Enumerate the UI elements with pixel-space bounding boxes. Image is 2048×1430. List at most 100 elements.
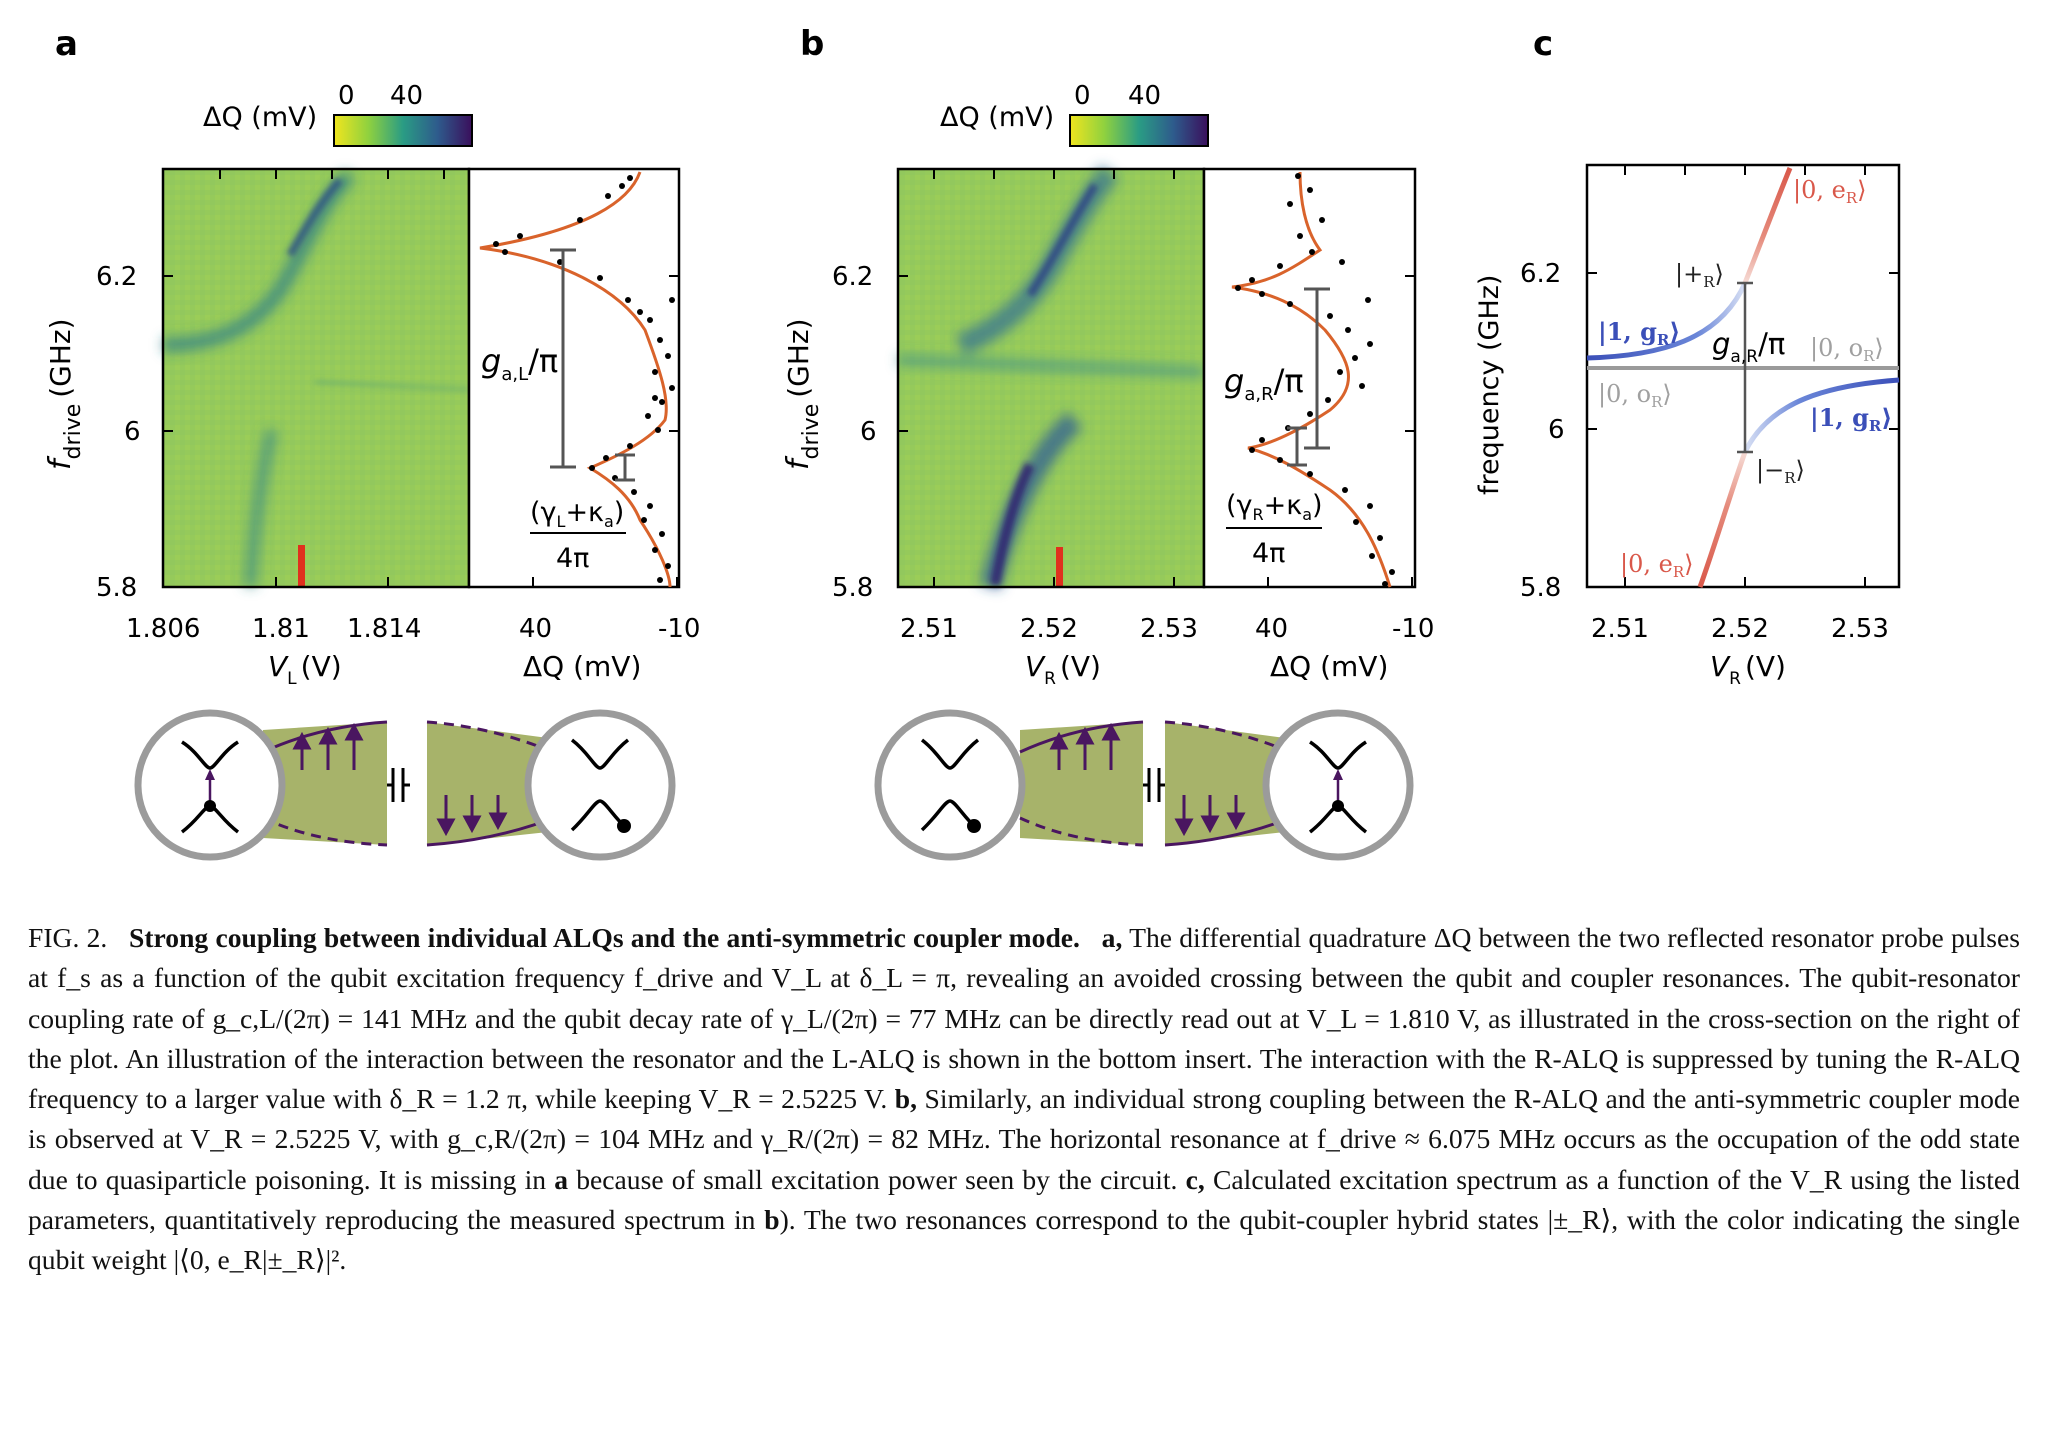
panel-a-cut-points [493, 175, 675, 583]
svg-text:ga,R/π: ga,R/π [1224, 362, 1304, 405]
caption-c-text-bold: b [764, 1204, 780, 1236]
panel-a-heatmap [163, 169, 469, 587]
panel-a-xlabel-sub: L [287, 669, 297, 689]
panel-a-colorbar-tick-0: 0 [338, 81, 355, 111]
panel-c-ylabel: frequency (GHz) [1474, 275, 1505, 495]
panel-c-upper-qubit [1742, 167, 1793, 284]
panel-c-label-o-right: |0, o [1810, 334, 1863, 363]
panel-c-ytick-6: 6 [1548, 415, 1565, 445]
panel-b-xlabel-sub: R [1044, 669, 1056, 689]
caption-a-text: The differential quadrature ΔQ between t… [28, 922, 2021, 1115]
panel-a-frac-sub2: a [604, 512, 614, 531]
panel-b-cut-xlabel: ΔQ (mV) [1270, 650, 1388, 683]
panel-c-label-g-left: |1, g [1598, 317, 1657, 346]
panel-c-label-o-right-sub: R [1863, 347, 1875, 365]
panel-a-ylabel-sub: drive [61, 404, 86, 460]
panel-c-label-minus: |− [1756, 456, 1784, 485]
panel-b-xlabel-main: V [1025, 650, 1046, 683]
panel-c-g-tail: /π [1758, 327, 1785, 361]
panel-a-cut-xtick--10: -10 [658, 614, 700, 644]
panel-b-ylabel-sub: drive [799, 404, 824, 460]
svg-text:|0, eR⟩: |0, eR⟩ [1620, 550, 1694, 581]
caption-title: Strong coupling between individual ALQs … [129, 922, 1080, 953]
figure-2: a ΔQ (mV) 0 40 6.2 6 5.8 1.806 1.81 1.81… [43, 24, 1901, 861]
caption-c-text: Calculated excitation spectrum as a func… [28, 1163, 2020, 1236]
panel-c-label-o-left-sub: R [1651, 393, 1663, 411]
panel-c-g-main: g [1712, 327, 1730, 361]
panel-a-g-bracket [550, 248, 635, 482]
panel-c-label-g-right-close: ⟩ [1881, 403, 1892, 432]
panel-c-xlabel-main: V [1710, 650, 1731, 683]
panel-c-label: c [1533, 24, 1553, 64]
panel-a-label: a [55, 24, 78, 64]
panel-c-g-sub: a,R [1730, 347, 1758, 367]
panel-b-schematic [874, 709, 1414, 861]
panel-c-label-e-bot-sub: R [1673, 563, 1685, 581]
svg-text:fdrive(GHz): fdrive(GHz) [43, 318, 86, 470]
svg-text:|0, eR⟩: |0, eR⟩ [1793, 176, 1867, 207]
panel-c-label-g-left-sub: R [1657, 331, 1670, 349]
svg-text:VR(V): VR (V) [1710, 650, 1786, 689]
panel-b-label: b [800, 24, 824, 64]
panel-b-cut-points [1235, 173, 1395, 587]
panel-a-ylabel-unit: (GHz) [44, 318, 77, 397]
panel-c-label-plus: |+ [1675, 260, 1703, 289]
svg-text:(γR+κa): (γR+κa) [1226, 490, 1323, 524]
panel-c-frame [1585, 163, 1901, 589]
svg-text:|1, gR⟩: |1, gR⟩ [1810, 403, 1892, 435]
panel-a-frac-b: +κ [565, 497, 604, 528]
panel-b-ytick-6: 6 [860, 417, 877, 447]
panel-b-xtick-1: 2.51 [900, 614, 958, 644]
panel-a-xtick-2: 1.81 [252, 614, 310, 644]
panel-c-label-g-left-close: ⟩ [1669, 317, 1680, 346]
panel-c-label-g-right: |1, g [1810, 403, 1869, 432]
caption-b-text-bold: a [554, 1163, 569, 1195]
caption-b-text: Similarly, an individual strong coupling… [28, 1083, 2020, 1195]
panel-a-xtick-1: 1.806 [126, 614, 200, 644]
panel-b-g-sub: a,R [1244, 384, 1273, 405]
panel-a: a ΔQ (mV) 0 40 6.2 6 5.8 1.806 1.81 1.81… [43, 24, 700, 861]
panel-c-xlabel-sub: R [1729, 669, 1741, 689]
panel-b-colorbar [1069, 114, 1209, 147]
panel-b-frac-a: (γ [1226, 490, 1253, 521]
panel-a-g-tail: /π [528, 342, 558, 380]
panel-a-schematic [134, 709, 676, 861]
panel-c-label-g-right-sub: R [1869, 417, 1882, 435]
panel-a-xtick-3: 1.814 [347, 614, 421, 644]
panel-a-cut-xlabel: ΔQ (mV) [523, 650, 641, 683]
panel-c-label-e-top-sub: R [1846, 189, 1858, 207]
panel-c-label-plus-close: ⟩ [1715, 260, 1724, 288]
panel-c-ytick-5.8: 5.8 [1520, 573, 1561, 603]
panel-b-xtick-3: 2.53 [1140, 614, 1198, 644]
panel-a-colorbar-tick-40: 40 [390, 81, 423, 111]
panel-b-cut-fit [1231, 171, 1392, 588]
panel-b-g-tail: /π [1274, 362, 1304, 400]
panel-a-cut-xtick-40: 40 [519, 614, 552, 644]
panel-c-label-o-right-close: ⟩ [1874, 334, 1883, 362]
panel-b-frac-b: +κ [1264, 490, 1303, 521]
panel-c-xtick-3: 2.53 [1831, 614, 1889, 644]
panel-a-ytick-5.8: 5.8 [96, 573, 137, 603]
panel-c-label-minus-sub: R [1784, 469, 1796, 487]
panel-c-label-o-left-close: ⟩ [1662, 380, 1671, 408]
panel-b-frac-sub: R [1253, 505, 1264, 524]
panel-a-frac-den: 4π [556, 543, 589, 574]
panel-c-label-e-top: |0, e [1793, 176, 1846, 205]
caption-c-label: c, [1185, 1163, 1205, 1195]
panel-c-upper-branch [1586, 281, 1748, 361]
caption-fig-number: FIG. 2. [28, 922, 108, 953]
svg-text:|0, oR⟩: |0, oR⟩ [1598, 380, 1672, 411]
panel-a-frac-c: ) [614, 497, 625, 528]
panel-b-frac-c: ) [1312, 490, 1323, 521]
caption-c-text-tail: ). The two resonances correspond to the … [28, 1204, 2021, 1276]
panel-a-heatmap-signal [162, 170, 356, 588]
panel-a-xlabel-unit: (V) [301, 650, 342, 683]
panel-b-heatmap [898, 169, 1204, 587]
panel-c-xlabel-unit: (V) [1745, 650, 1786, 683]
caption-b-text-tail: because of small excitation power seen b… [576, 1163, 1178, 1195]
panel-b-xlabel-unit: (V) [1060, 650, 1101, 683]
panel-c-label-e-bot: |0, e [1620, 550, 1673, 579]
panel-c-xtick-1: 2.51 [1591, 614, 1649, 644]
panel-a-g-sub: a,L [501, 364, 528, 385]
panel-b-cut-xtick--10: -10 [1392, 614, 1434, 644]
